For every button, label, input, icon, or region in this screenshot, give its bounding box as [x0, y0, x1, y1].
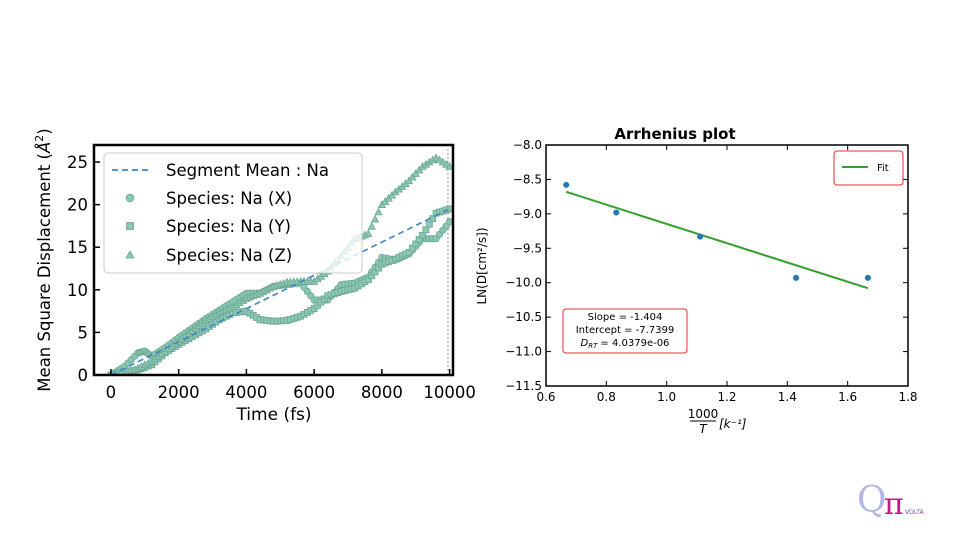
msd-x-tick-label: 10000 — [423, 383, 476, 402]
msd-y-tick-label: 25 — [67, 153, 88, 172]
arrhenius-x-tick-label: 1.6 — [838, 390, 857, 404]
msd-point-y — [422, 226, 430, 234]
msd-legend: Segment Mean : Na Species: Na (X) Specie… — [103, 152, 363, 274]
arrhenius-x-label-unit: [k⁻¹] — [719, 417, 747, 431]
msd-chart: 0 2000 4000 6000 8000 10000 0 5 10 15 20 25 Time (… — [33, 128, 476, 425]
logo-word: VOLTA — [905, 509, 924, 516]
msd-point-z — [370, 214, 380, 223]
msd-segment-mean-line — [110, 208, 450, 375]
msd-x-tick-label: 4000 — [225, 383, 267, 402]
arrhenius-slope-text: Slope = -1.404 — [588, 312, 663, 323]
arrhenius-legend-fit-label: Fit — [877, 163, 889, 174]
msd-x-tick-label: 6000 — [293, 383, 335, 402]
msd-legend-label-x: Species: Na (X) — [166, 189, 292, 208]
logo-pi: π — [884, 487, 904, 522]
arrhenius-y-tick-label: −8.5 — [513, 172, 542, 186]
arrhenius-y-tick-label: −8.0 — [513, 138, 542, 152]
arrhenius-data-point — [613, 209, 620, 216]
arrhenius-chart: Arrhenius plot 0.6 0.8 1.0 1.2 1.4 1.6 1.8 −8.… — [475, 125, 918, 436]
arrhenius-y-tick-label: −9.0 — [513, 207, 542, 221]
arrhenius-data-point — [563, 181, 570, 188]
arrhenius-x-axis-label: 1000 T [k⁻¹] — [688, 407, 747, 436]
arrhenius-y-tick-label: −11.0 — [505, 345, 542, 359]
msd-y-tick-label: 10 — [67, 281, 88, 300]
arrhenius-y-tick-label: −10.5 — [505, 310, 542, 324]
arrhenius-data-point — [793, 274, 800, 281]
arrhenius-title: Arrhenius plot — [614, 125, 735, 143]
msd-legend-swatch-x — [125, 193, 135, 203]
arrhenius-x-tick-label: 1.0 — [657, 390, 676, 404]
msd-point-z — [364, 229, 373, 237]
logo-q: Q — [857, 480, 887, 521]
arrhenius-stats-frame — [562, 308, 688, 354]
arrhenius-y-tick-label: −10.0 — [505, 276, 542, 290]
arrhenius-legend: Fit — [833, 150, 904, 186]
msd-y-tick-label: 5 — [78, 323, 89, 342]
arrhenius-x-label-denominator: T — [699, 422, 708, 436]
msd-y-tick-label: 20 — [67, 196, 88, 215]
msd-legend-box — [103, 152, 363, 274]
msd-x-axis-label: Time (fs) — [235, 405, 311, 425]
msd-point-z — [445, 161, 453, 170]
msd-x-tick-label: 8000 — [361, 383, 403, 402]
msd-point-y — [425, 220, 433, 228]
arrhenius-x-tick-label: 1.8 — [898, 390, 917, 404]
msd-point-z — [374, 207, 383, 216]
arrhenius-y-tick-label: −9.5 — [513, 241, 542, 255]
arrhenius-x-tick-label: 1.2 — [717, 390, 736, 404]
msd-y-tick-label: 15 — [67, 238, 88, 257]
msd-legend-label-z: Species: Na (Z) — [166, 246, 292, 265]
msd-legend-label-y: Species: Na (Y) — [166, 217, 291, 236]
msd-point-y — [419, 231, 426, 239]
msd-legend-swatch-y — [126, 222, 134, 230]
arrhenius-x-label-numerator: 1000 — [688, 407, 719, 421]
msd-x-tick-label: 2000 — [158, 383, 200, 402]
msd-point-z — [367, 222, 376, 230]
arrhenius-drt-text: DRT = 4.0379e-06 — [581, 338, 670, 350]
msd-legend-label-segment-mean: Segment Mean : Na — [166, 161, 329, 180]
msd-plot-frame — [92, 143, 455, 377]
arrhenius-fit-line — [565, 190, 869, 290]
qpi-volta-logo: Q π VOLTA — [857, 480, 924, 522]
arrhenius-stats-box: Slope = -1.404 Intercept = -7.7399 DRT = … — [562, 308, 688, 354]
arrhenius-data-point — [697, 233, 704, 240]
arrhenius-x-tick-label: 1.4 — [778, 390, 797, 404]
arrhenius-y-axis-label: LN(D[cm²/s]) — [475, 227, 489, 304]
msd-x-tick-label: 0 — [106, 383, 117, 402]
arrhenius-x-tick-label: 0.6 — [536, 390, 555, 404]
msd-y-tick-label: 0 — [78, 366, 89, 385]
arrhenius-intercept-text: Intercept = -7.7399 — [576, 325, 675, 336]
msd-y-axis-label: Mean Square Displacement (Å2) — [33, 128, 54, 391]
arrhenius-y-tick-label: −11.5 — [505, 379, 542, 393]
arrhenius-data-point — [864, 274, 871, 281]
arrhenius-x-tick-label: 0.8 — [597, 390, 616, 404]
msd-legend-swatch-z — [125, 250, 135, 259]
arrhenius-legend-box — [833, 150, 904, 186]
